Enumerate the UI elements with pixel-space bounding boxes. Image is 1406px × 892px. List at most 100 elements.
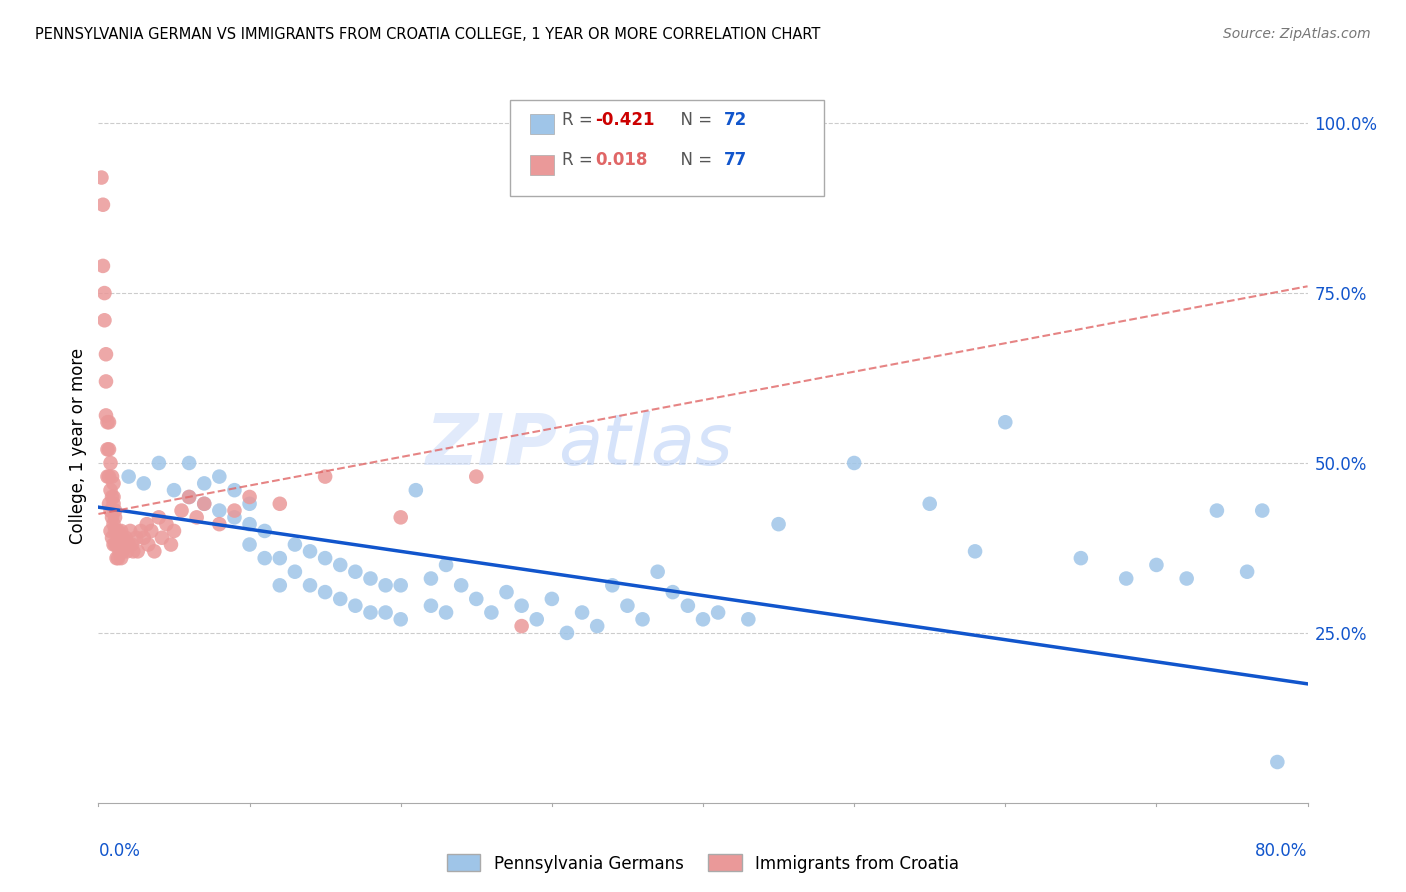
Text: N =: N = — [671, 111, 717, 128]
Point — [239, 490, 262, 504]
Point — [193, 497, 215, 511]
Text: atlas: atlas — [558, 411, 733, 481]
Point — [105, 537, 128, 551]
Point — [148, 510, 170, 524]
Point — [104, 510, 127, 524]
Point — [120, 524, 142, 538]
Point — [208, 503, 231, 517]
Point — [526, 612, 548, 626]
Point — [103, 490, 125, 504]
Point — [510, 619, 533, 633]
Point — [1206, 503, 1229, 517]
Point — [540, 591, 562, 606]
Point — [91, 198, 114, 212]
Point — [253, 551, 276, 566]
Point — [389, 510, 412, 524]
Y-axis label: College, 1 year or more: College, 1 year or more — [69, 348, 87, 544]
Text: ZIP: ZIP — [426, 411, 558, 481]
Point — [434, 558, 457, 572]
Point — [420, 572, 443, 586]
Point — [111, 531, 134, 545]
Point — [360, 572, 382, 586]
Point — [93, 313, 115, 327]
Point — [135, 517, 157, 532]
Point — [186, 510, 208, 524]
Point — [179, 456, 201, 470]
Point — [344, 565, 367, 579]
Point — [224, 503, 246, 517]
Point — [495, 585, 517, 599]
Point — [150, 531, 173, 545]
Point — [93, 286, 115, 301]
Point — [661, 585, 683, 599]
Point — [768, 517, 790, 532]
Point — [239, 537, 262, 551]
Point — [918, 497, 941, 511]
Text: -0.421: -0.421 — [595, 111, 655, 128]
Text: 80.0%: 80.0% — [1256, 842, 1308, 860]
Point — [103, 476, 125, 491]
FancyBboxPatch shape — [509, 100, 824, 196]
Point — [100, 483, 122, 498]
Text: Source: ZipAtlas.com: Source: ZipAtlas.com — [1223, 27, 1371, 41]
Point — [104, 503, 127, 517]
Point — [1144, 558, 1167, 572]
Point — [101, 469, 124, 483]
Point — [1251, 503, 1274, 517]
Point — [90, 170, 112, 185]
Point — [155, 517, 177, 532]
Text: 72: 72 — [724, 111, 747, 128]
Point — [160, 537, 183, 551]
Bar — [530, 155, 554, 175]
Point — [389, 578, 412, 592]
Point — [103, 537, 125, 551]
Point — [136, 537, 159, 551]
Point — [208, 469, 231, 483]
Point — [314, 469, 336, 483]
Point — [110, 537, 132, 551]
Point — [360, 606, 382, 620]
Point — [450, 578, 472, 592]
Point — [179, 490, 201, 504]
Point — [98, 442, 121, 457]
Point — [1236, 565, 1258, 579]
Point — [163, 524, 186, 538]
Point — [616, 599, 638, 613]
Point — [299, 578, 322, 592]
Point — [122, 544, 145, 558]
Point — [329, 591, 352, 606]
Point — [1070, 551, 1092, 566]
Point — [98, 415, 121, 429]
Point — [115, 544, 138, 558]
Point — [132, 476, 155, 491]
Bar — [530, 114, 554, 134]
Text: 0.018: 0.018 — [595, 151, 648, 169]
Point — [141, 524, 163, 538]
Point — [101, 490, 124, 504]
Point — [108, 531, 131, 545]
Point — [239, 497, 262, 511]
Point — [121, 537, 143, 551]
Point — [98, 469, 121, 483]
Point — [844, 456, 866, 470]
Point — [100, 524, 122, 538]
Point — [269, 551, 291, 566]
Point — [631, 612, 654, 626]
Point — [284, 537, 307, 551]
Text: R =: R = — [561, 111, 598, 128]
Point — [96, 469, 118, 483]
Point — [101, 531, 124, 545]
Point — [118, 469, 141, 483]
Point — [163, 483, 186, 498]
Point — [314, 551, 336, 566]
Point — [737, 612, 759, 626]
Point — [112, 537, 135, 551]
Point — [148, 456, 170, 470]
Point — [143, 544, 166, 558]
Point — [110, 524, 132, 538]
Point — [108, 544, 131, 558]
Point — [107, 537, 129, 551]
Point — [98, 497, 121, 511]
Point — [239, 517, 262, 532]
Point — [100, 456, 122, 470]
